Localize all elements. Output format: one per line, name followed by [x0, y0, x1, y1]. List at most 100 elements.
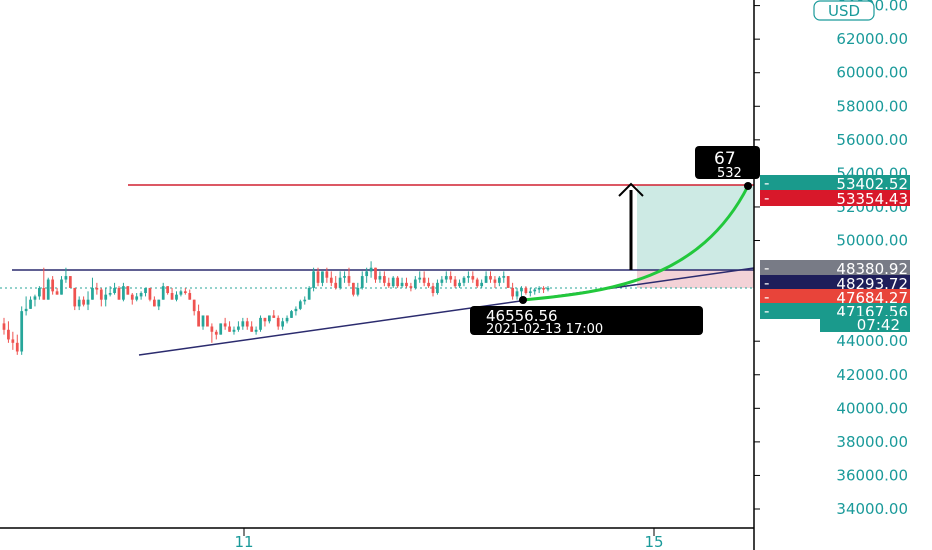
candle[interactable]	[166, 286, 170, 295]
candle[interactable]	[117, 286, 121, 300]
candle[interactable]	[502, 271, 506, 283]
candle[interactable]	[471, 271, 475, 283]
candle[interactable]	[369, 261, 373, 278]
candle[interactable]	[374, 267, 377, 283]
candle[interactable]	[126, 286, 130, 295]
candle[interactable]	[108, 286, 112, 297]
candle[interactable]	[60, 276, 63, 295]
candle[interactable]	[7, 321, 10, 343]
candle[interactable]	[475, 277, 479, 288]
candle[interactable]	[409, 282, 413, 292]
candle[interactable]	[391, 276, 395, 288]
candle[interactable]	[542, 286, 545, 294]
candle[interactable]	[228, 321, 231, 332]
candle[interactable]	[122, 282, 125, 302]
candle[interactable]	[427, 277, 430, 288]
candle[interactable]	[2, 317, 6, 335]
candle[interactable]	[334, 276, 338, 290]
time-axis[interactable]: 11 15	[234, 528, 664, 550]
candle[interactable]	[405, 277, 408, 288]
candle[interactable]	[436, 279, 439, 295]
candle[interactable]	[42, 267, 46, 300]
candle[interactable]	[254, 326, 258, 335]
candle[interactable]	[113, 282, 116, 295]
candle[interactable]	[179, 289, 183, 297]
candle[interactable]	[157, 299, 161, 311]
candle[interactable]	[422, 271, 426, 287]
candle[interactable]	[382, 271, 386, 287]
candle[interactable]	[418, 271, 422, 283]
candle[interactable]	[241, 317, 245, 330]
candle[interactable]	[99, 287, 103, 307]
candle[interactable]	[356, 282, 360, 297]
candle[interactable]	[206, 315, 209, 327]
candle[interactable]	[281, 317, 285, 330]
candle[interactable]	[33, 294, 37, 307]
candle[interactable]	[86, 291, 90, 311]
candle[interactable]	[161, 282, 165, 300]
candle[interactable]	[144, 287, 147, 297]
candle[interactable]	[303, 296, 307, 305]
candle[interactable]	[285, 315, 289, 324]
candle[interactable]	[55, 287, 59, 295]
candle[interactable]	[352, 282, 355, 297]
candle[interactable]	[259, 315, 262, 332]
candle[interactable]	[493, 276, 497, 288]
candle[interactable]	[546, 286, 550, 292]
candle[interactable]	[329, 271, 333, 287]
candle[interactable]	[338, 271, 342, 290]
candle[interactable]	[396, 276, 399, 288]
candle[interactable]	[201, 315, 205, 330]
candle[interactable]	[210, 323, 214, 343]
candle[interactable]	[298, 299, 302, 311]
candle[interactable]	[73, 287, 77, 311]
candle[interactable]	[250, 321, 254, 332]
candle[interactable]	[219, 323, 223, 335]
candle[interactable]	[347, 267, 351, 287]
candle[interactable]	[528, 287, 532, 297]
candle[interactable]	[400, 277, 404, 288]
candle[interactable]	[214, 329, 218, 340]
candle[interactable]	[458, 279, 461, 288]
candle[interactable]	[449, 271, 453, 283]
candle[interactable]	[484, 271, 488, 283]
candle[interactable]	[387, 277, 391, 288]
candle[interactable]	[467, 271, 470, 283]
candle[interactable]	[511, 282, 514, 300]
candle[interactable]	[290, 310, 293, 318]
candle[interactable]	[175, 291, 178, 302]
candle[interactable]	[360, 271, 364, 290]
ascending-trendline[interactable]	[138, 267, 755, 356]
candle[interactable]	[276, 315, 280, 330]
candle[interactable]	[153, 296, 156, 307]
candle[interactable]	[64, 267, 68, 283]
candle[interactable]	[365, 267, 369, 283]
candle[interactable]	[267, 315, 271, 324]
candle[interactable]	[272, 310, 276, 318]
candle[interactable]	[46, 277, 50, 300]
candle[interactable]	[104, 287, 108, 307]
candle[interactable]	[183, 287, 187, 295]
candle[interactable]	[263, 317, 267, 327]
candle[interactable]	[321, 271, 324, 287]
candle[interactable]	[533, 287, 537, 295]
currency-selector[interactable]: USD	[813, 0, 875, 21]
candle[interactable]	[139, 291, 143, 300]
candle[interactable]	[524, 286, 528, 295]
candle[interactable]	[197, 304, 200, 327]
candle[interactable]	[245, 317, 249, 330]
candle[interactable]	[489, 271, 492, 283]
candle[interactable]	[77, 296, 81, 311]
candle[interactable]	[68, 276, 72, 288]
candle[interactable]	[440, 276, 444, 287]
candle[interactable]	[188, 289, 192, 300]
candle[interactable]	[82, 296, 85, 307]
candle[interactable]	[515, 287, 519, 300]
candle[interactable]	[130, 293, 134, 305]
candle[interactable]	[325, 267, 329, 283]
candle[interactable]	[20, 306, 24, 355]
candle[interactable]	[294, 306, 298, 316]
candle[interactable]	[444, 271, 448, 283]
candle[interactable]	[148, 287, 152, 302]
candle[interactable]	[11, 331, 15, 350]
